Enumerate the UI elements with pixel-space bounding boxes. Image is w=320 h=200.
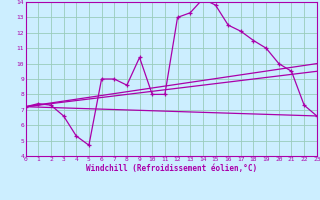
X-axis label: Windchill (Refroidissement éolien,°C): Windchill (Refroidissement éolien,°C) [86, 164, 257, 173]
